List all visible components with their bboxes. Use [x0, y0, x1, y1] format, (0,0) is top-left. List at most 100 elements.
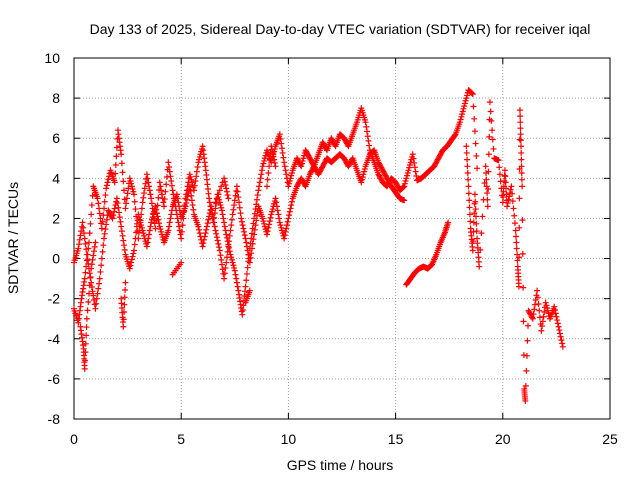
data-point — [211, 223, 218, 230]
data-point — [231, 202, 238, 209]
data-point — [163, 181, 170, 188]
data-point — [143, 243, 150, 250]
data-point — [121, 301, 128, 308]
data-point — [278, 227, 285, 234]
data-point — [158, 231, 165, 238]
data-point — [464, 163, 471, 170]
data-point — [530, 311, 537, 318]
data-point — [559, 340, 566, 347]
data-point — [152, 203, 159, 210]
data-point — [278, 145, 285, 152]
data-point — [120, 323, 127, 330]
data-point — [271, 159, 278, 166]
data-point — [221, 275, 228, 282]
data-point — [173, 191, 180, 198]
data-point — [178, 228, 185, 235]
data-point — [285, 215, 292, 222]
data-point — [222, 227, 229, 234]
data-point — [363, 123, 370, 130]
data-point — [199, 243, 206, 250]
data-point — [127, 178, 134, 185]
data-point — [229, 211, 236, 218]
data-point — [176, 223, 183, 230]
data-point — [502, 179, 509, 186]
data-point — [458, 113, 465, 120]
data-point — [519, 183, 526, 190]
data-point — [231, 197, 238, 204]
data-point — [228, 222, 235, 229]
data-point — [119, 232, 126, 239]
data-point — [216, 244, 223, 251]
data-point — [485, 168, 492, 175]
data-point — [216, 247, 223, 254]
data-point — [85, 299, 92, 306]
data-point — [122, 286, 129, 293]
data-point — [226, 232, 233, 239]
data-point — [407, 159, 414, 166]
data-point — [223, 188, 230, 195]
data-point — [174, 195, 181, 202]
data-point — [209, 211, 216, 218]
data-point — [86, 282, 93, 289]
data-point — [118, 228, 125, 235]
data-point — [143, 171, 150, 178]
data-point — [261, 157, 268, 164]
data-point — [123, 195, 130, 202]
data-point — [505, 196, 512, 203]
data-point — [120, 316, 127, 323]
data-point — [101, 198, 108, 205]
data-point — [282, 228, 289, 235]
data-point — [101, 205, 108, 212]
data-point — [141, 190, 148, 197]
data-point — [471, 128, 478, 135]
data-point — [153, 206, 160, 213]
data-point — [469, 90, 476, 97]
data-point — [409, 151, 416, 158]
data-point — [86, 230, 93, 237]
data-point — [83, 324, 90, 331]
data-point — [513, 245, 520, 252]
data-point — [114, 200, 121, 207]
data-point — [223, 231, 230, 238]
y-axis-label: SDTVAR / TECUs — [5, 182, 21, 294]
data-point — [125, 185, 132, 192]
data-points — [71, 87, 566, 404]
data-point — [279, 149, 286, 156]
data-point — [461, 100, 468, 107]
data-point — [120, 237, 127, 244]
data-point — [224, 192, 231, 199]
data-point — [495, 157, 502, 164]
data-point — [77, 232, 84, 239]
data-point — [559, 343, 566, 350]
data-point — [506, 193, 513, 200]
data-point — [202, 230, 209, 237]
data-point — [459, 111, 466, 118]
y-tick-label: -6 — [48, 371, 61, 387]
data-point — [277, 135, 284, 142]
data-point — [539, 323, 546, 330]
data-point — [138, 222, 145, 229]
data-point — [111, 179, 118, 186]
data-point — [490, 145, 497, 152]
data-point — [518, 156, 525, 163]
data-point — [464, 92, 471, 99]
data-point — [406, 161, 413, 168]
data-point — [262, 152, 269, 159]
data-point — [284, 218, 291, 225]
data-point — [253, 217, 260, 224]
data-point — [204, 220, 211, 227]
data-point — [516, 107, 523, 114]
data-point — [163, 173, 170, 180]
data-point — [88, 202, 95, 209]
data-point — [93, 295, 100, 302]
data-point — [86, 239, 93, 246]
data-point — [212, 199, 219, 206]
data-point — [167, 215, 174, 222]
data-point — [206, 195, 213, 202]
data-point — [212, 227, 219, 234]
data-point — [544, 305, 551, 312]
data-point — [87, 220, 94, 227]
data-point — [126, 175, 133, 182]
data-point — [131, 198, 138, 205]
data-point — [517, 125, 524, 132]
